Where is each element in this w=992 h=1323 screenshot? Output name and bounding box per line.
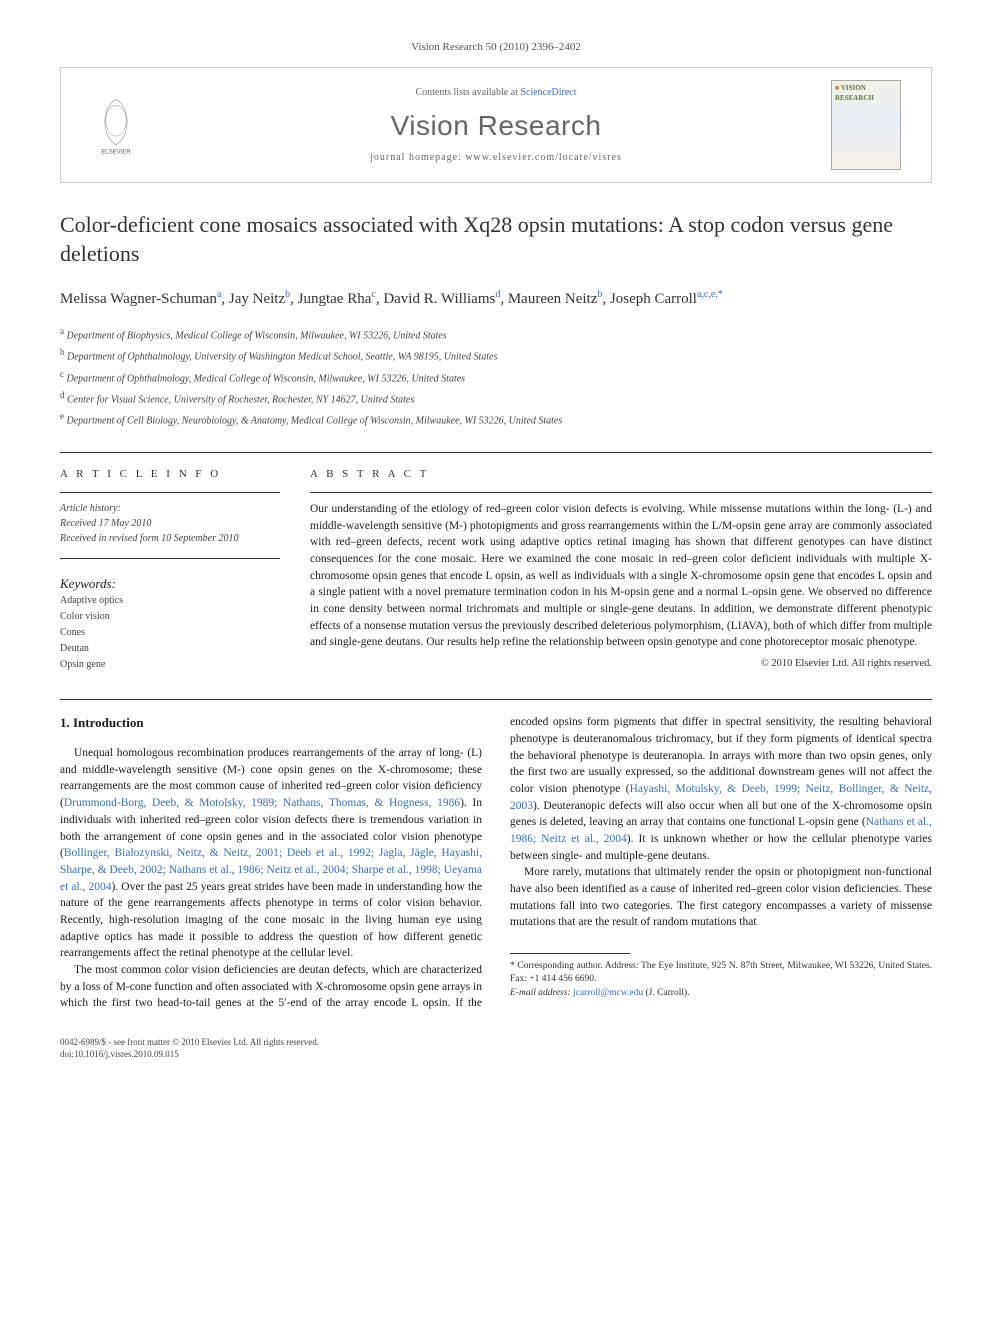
keyword: Deutan: [60, 641, 280, 657]
author-6: Joseph Carroll: [610, 291, 697, 307]
footer-meta: 0042-6989/$ - see front matter © 2010 El…: [60, 1036, 932, 1061]
abstract-block: A B S T R A C T Our understanding of the…: [310, 467, 932, 674]
author-3-affil[interactable]: c: [371, 289, 375, 300]
body-paragraph: Unequal homologous recombination produce…: [60, 745, 482, 962]
author-6-affil[interactable]: a,c,e,: [697, 289, 718, 300]
elsevier-logo: ELSEVIER: [81, 90, 151, 160]
journal-reference: Vision Research 50 (2010) 2396–2402: [60, 40, 932, 55]
abstract-text: Our understanding of the etiology of red…: [310, 501, 932, 651]
author-4-affil[interactable]: d: [495, 289, 500, 300]
body-text: 1. Introduction Unequal homologous recom…: [60, 714, 932, 1012]
author-5-affil[interactable]: b: [597, 289, 602, 300]
author-3: Jungtae Rha: [298, 291, 372, 307]
author-2-affil[interactable]: b: [285, 289, 290, 300]
corresponding-author-note: * Corresponding author. Address: The Eye…: [510, 960, 932, 987]
keywords-list: Adaptive optics Color vision Cones Deuta…: [60, 593, 280, 673]
keywords-label: Keywords:: [60, 575, 280, 593]
section-1-heading: 1. Introduction: [60, 714, 482, 733]
article-title: Color-deficient cone mosaics associated …: [60, 211, 932, 268]
journal-cover-thumbnail: ■ VISION RESEARCH: [831, 80, 901, 170]
email-attribution: (J. Carroll).: [643, 988, 689, 998]
contents-available-line: Contents lists available at ScienceDirec…: [181, 86, 811, 100]
body-paragraph: More rarely, mutations that ultimately r…: [510, 864, 932, 931]
section-divider: [60, 452, 932, 453]
sciencedirect-link[interactable]: ScienceDirect: [520, 87, 576, 98]
journal-homepage: journal homepage: www.elsevier.com/locat…: [181, 151, 811, 165]
author-4: David R. Williams: [383, 291, 495, 307]
abstract-copyright: © 2010 Elsevier Ltd. All rights reserved…: [310, 657, 932, 672]
affiliations: a Department of Biophysics, Medical Coll…: [60, 324, 932, 430]
revised-date: Received in revised form 10 September 20…: [60, 531, 280, 546]
author-1: Melissa Wagner-Schuman: [60, 291, 217, 307]
journal-header: ELSEVIER Contents lists available at Sci…: [60, 67, 932, 183]
author-5: Maureen Neitz: [508, 291, 598, 307]
journal-name: Vision Research: [181, 106, 811, 145]
article-info-block: A R T I C L E I N F O Article history: R…: [60, 467, 280, 674]
keyword: Color vision: [60, 609, 280, 625]
corresponding-email-link[interactable]: jcarroll@mcw.edu: [573, 988, 643, 998]
author-list: Melissa Wagner-Schumana, Jay Neitzb, Jun…: [60, 287, 932, 311]
history-label: Article history:: [60, 501, 280, 516]
received-date: Received 17 May 2010: [60, 516, 280, 531]
corresponding-mark[interactable]: *: [718, 289, 723, 300]
keyword: Opsin gene: [60, 657, 280, 673]
abstract-heading: A B S T R A C T: [310, 467, 932, 482]
email-label: E-mail address:: [510, 988, 571, 998]
footnote-separator: [510, 953, 630, 954]
citation-link[interactable]: Drummond-Borg, Deeb, & Motolsky, 1989; N…: [64, 797, 460, 809]
section-divider: [60, 699, 932, 700]
doi-line: doi:10.1016/j.visres.2010.09.015: [60, 1048, 932, 1061]
footnotes: * Corresponding author. Address: The Eye…: [510, 960, 932, 1000]
keyword: Cones: [60, 625, 280, 641]
svg-text:ELSEVIER: ELSEVIER: [101, 150, 131, 156]
issn-line: 0042-6989/$ - see front matter © 2010 El…: [60, 1036, 932, 1049]
author-1-affil[interactable]: a: [217, 289, 221, 300]
keyword: Adaptive optics: [60, 593, 280, 609]
author-2: Jay Neitz: [229, 291, 285, 307]
article-info-heading: A R T I C L E I N F O: [60, 467, 280, 482]
